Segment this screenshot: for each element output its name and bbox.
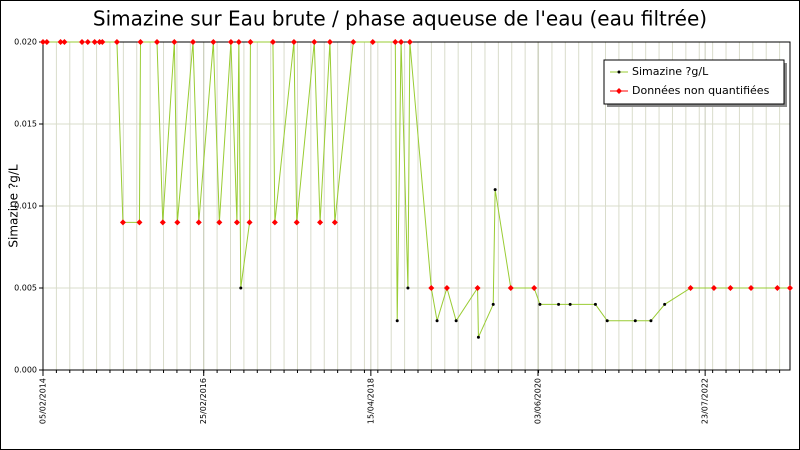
non-quantified-point — [269, 39, 276, 45]
non-quantified-point — [233, 219, 240, 226]
non-quantified-point — [293, 219, 300, 226]
x-tick-label: 25/02/2016 — [199, 378, 208, 424]
non-quantified-point — [99, 39, 106, 45]
chart-title: Simazine sur Eau brute / phase aqueuse d… — [93, 7, 707, 31]
x-tick-label: 23/07/2022 — [701, 378, 710, 424]
non-quantified-point — [787, 285, 793, 291]
data-point — [476, 335, 480, 339]
non-quantified-point — [61, 39, 68, 45]
non-quantified-point — [271, 219, 278, 226]
non-quantified-point — [43, 39, 50, 45]
non-quantified-point — [326, 39, 333, 45]
legend-marker — [617, 70, 621, 74]
non-quantified-point — [331, 219, 338, 226]
non-quantified-point — [369, 39, 376, 45]
non-quantified-point — [247, 39, 254, 45]
data-point — [605, 319, 609, 323]
non-quantified-point — [190, 39, 196, 45]
non-quantified-point — [392, 39, 399, 45]
non-quantified-point — [171, 39, 178, 45]
x-tick-label: 05/02/2014 — [39, 378, 48, 424]
non-quantified-point — [311, 39, 318, 45]
non-quantified-point — [174, 219, 181, 226]
y-axis-label: Simazine ?g/L — [7, 164, 21, 247]
non-quantified-point — [136, 219, 143, 226]
non-quantified-point — [507, 285, 514, 291]
y-tick-label: 0.020 — [14, 38, 37, 47]
non-quantified-point — [398, 39, 405, 45]
non-quantified-point — [235, 39, 242, 45]
non-quantified-point — [748, 285, 754, 291]
non-quantified-point — [57, 39, 64, 45]
data-point — [593, 302, 597, 306]
non-quantified-point — [474, 285, 481, 291]
data-point — [406, 286, 410, 290]
non-quantified-point — [210, 39, 217, 45]
non-quantified-point — [317, 219, 324, 226]
non-quantified-point — [216, 219, 223, 226]
y-tick-label: 0.010 — [14, 202, 37, 211]
legend-marker — [616, 88, 622, 94]
data-point — [435, 319, 439, 323]
non-quantified-point — [290, 39, 297, 45]
legend-label: Données non quantifiées — [632, 84, 770, 97]
data-point — [557, 302, 561, 306]
data-point — [568, 302, 572, 306]
x-tick-label: 03/06/2020 — [534, 378, 543, 424]
non-quantified-point — [687, 285, 694, 291]
non-quantified-point — [195, 219, 202, 226]
data-point — [538, 302, 542, 306]
data-point — [239, 286, 243, 290]
data-point — [491, 302, 495, 306]
data-point — [493, 188, 497, 192]
non-quantified-point — [91, 39, 98, 45]
non-quantified-point — [710, 285, 717, 291]
non-quantified-point — [531, 285, 538, 291]
data-point — [663, 302, 667, 306]
data-point — [649, 319, 653, 323]
non-quantified-point — [113, 39, 120, 45]
non-quantified-point — [246, 219, 253, 226]
non-quantified-point — [154, 39, 160, 45]
data-point — [454, 319, 458, 323]
non-quantified-point — [406, 39, 413, 45]
x-tick-label: 15/04/2018 — [366, 378, 375, 424]
y-tick-label: 0.005 — [14, 284, 37, 293]
non-quantified-point — [227, 39, 234, 45]
non-quantified-point — [84, 39, 91, 45]
non-quantified-point — [137, 39, 144, 45]
legend — [603, 59, 785, 105]
y-tick-label: 0.015 — [14, 120, 37, 129]
non-quantified-point — [119, 219, 126, 226]
y-tick-label: 0.000 — [14, 366, 37, 375]
non-quantified-point — [159, 219, 166, 226]
non-quantified-point — [774, 285, 781, 291]
non-quantified-point — [428, 285, 435, 291]
data-point — [395, 319, 399, 323]
non-quantified-point — [727, 285, 734, 291]
non-quantified-point — [350, 39, 357, 45]
legend-label: Simazine ?g/L — [632, 65, 709, 78]
plot-border — [42, 41, 791, 371]
data-point — [633, 319, 637, 323]
non-quantified-point — [40, 39, 46, 45]
non-quantified-point — [443, 285, 450, 291]
non-quantified-point — [79, 39, 85, 45]
